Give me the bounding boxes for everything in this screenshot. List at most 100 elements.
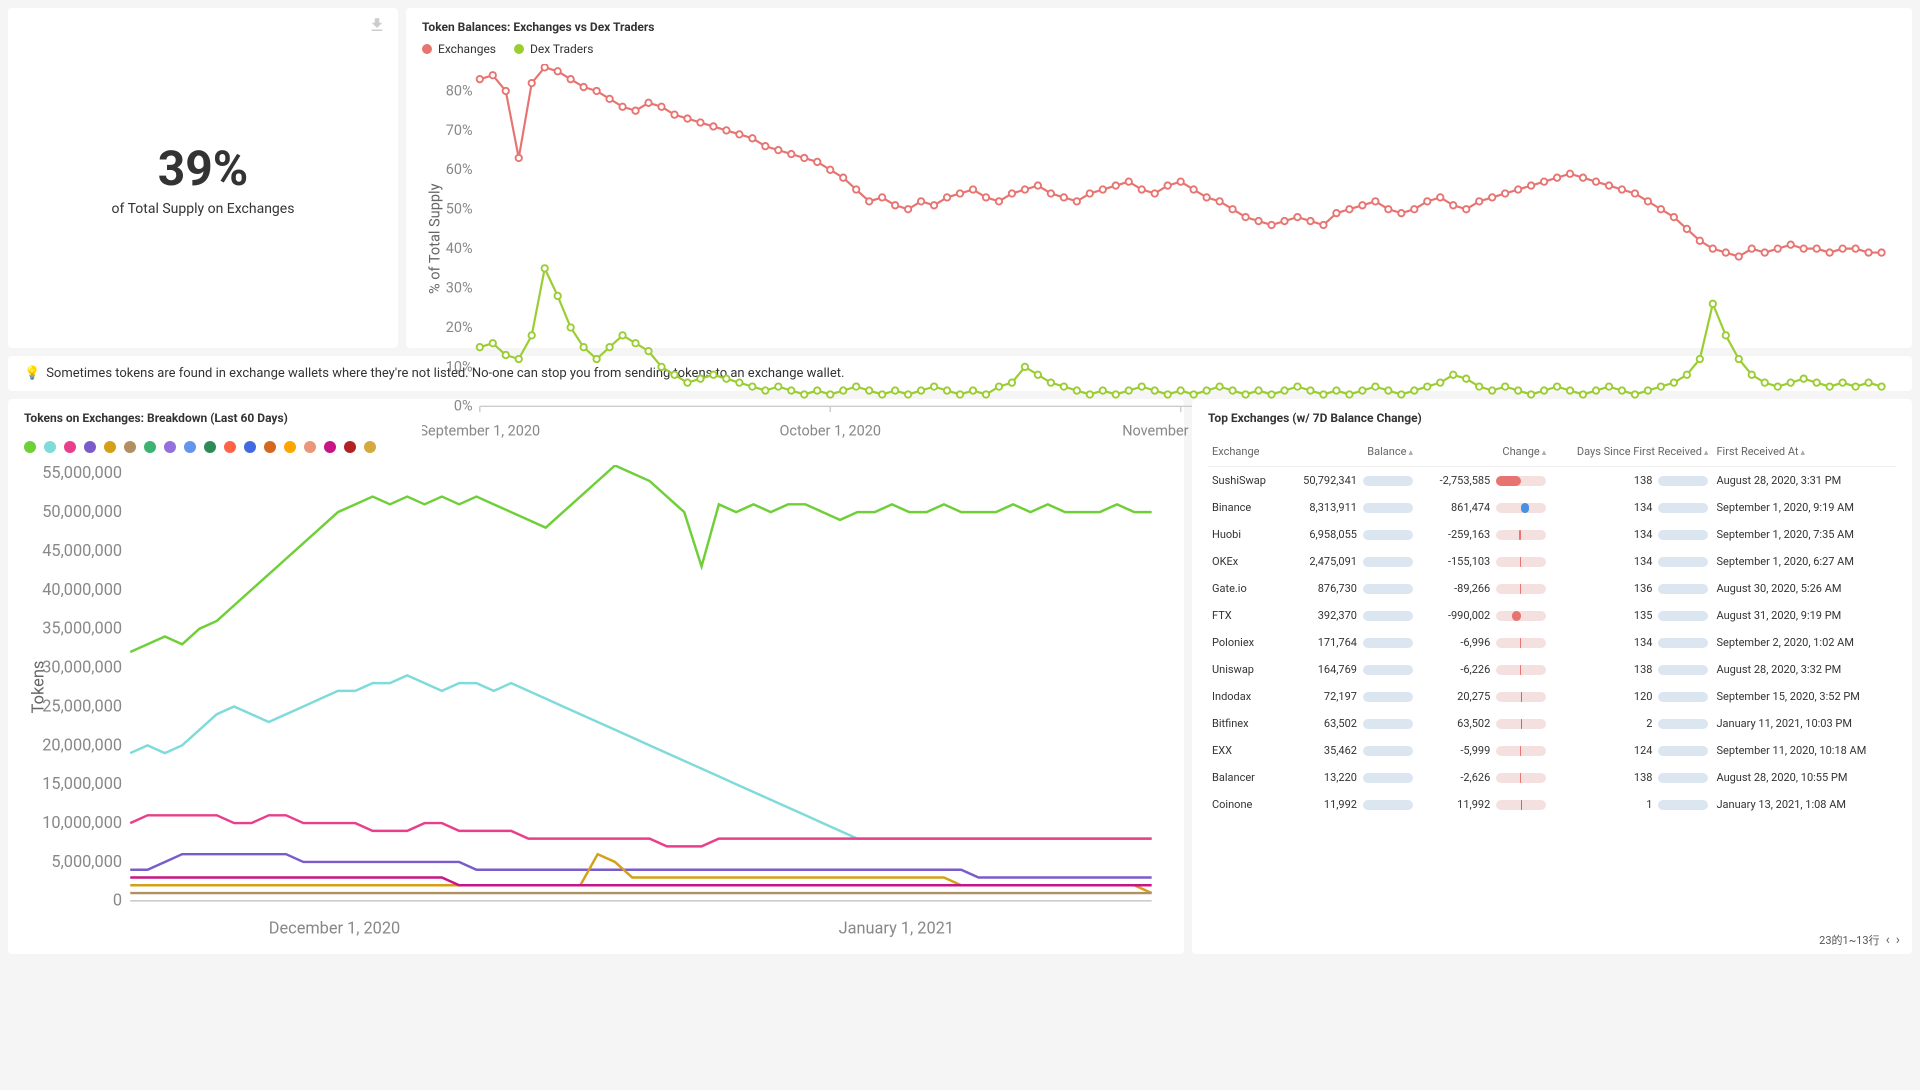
legend-color-dot[interactable] bbox=[344, 441, 356, 453]
cell-exchange: Binance bbox=[1208, 494, 1280, 521]
legend-item[interactable]: Exchanges bbox=[422, 42, 496, 56]
legend-color-dot[interactable] bbox=[244, 441, 256, 453]
cell-balance: 72,197 bbox=[1280, 683, 1417, 710]
top-exchanges-table-card: Top Exchanges (w/ 7D Balance Change) Exc… bbox=[1192, 399, 1912, 954]
cell-exchange: Balancer bbox=[1208, 764, 1280, 791]
svg-text:80%: 80% bbox=[446, 82, 473, 99]
cell-balance: 6,958,055 bbox=[1280, 521, 1417, 548]
legend-color-dot[interactable] bbox=[184, 441, 196, 453]
cell-days: 138 bbox=[1550, 656, 1712, 683]
legend-color-dot[interactable] bbox=[284, 441, 296, 453]
legend-color-dot[interactable] bbox=[44, 441, 56, 453]
table-row[interactable]: Poloniex 171,764 -6,996 134 September 2,… bbox=[1208, 629, 1896, 656]
cell-received: August 30, 2020, 5:26 AM bbox=[1712, 575, 1896, 602]
svg-text:% of Total Supply: % of Total Supply bbox=[426, 183, 443, 294]
table-row[interactable]: SushiSwap 50,792,341 -2,753,585 138 Augu… bbox=[1208, 467, 1896, 495]
svg-text:40,000,000: 40,000,000 bbox=[42, 581, 122, 600]
cell-balance: 35,462 bbox=[1280, 737, 1417, 764]
table-row[interactable]: OKEx 2,475,091 -155,103 134 September 1,… bbox=[1208, 548, 1896, 575]
table-col-header[interactable]: Balance▴ bbox=[1280, 437, 1417, 467]
legend-color-dot[interactable] bbox=[324, 441, 336, 453]
legend-color-dot[interactable] bbox=[164, 441, 176, 453]
cell-change: 20,275 bbox=[1417, 683, 1550, 710]
svg-text:0: 0 bbox=[113, 892, 122, 911]
stat-value: 39% bbox=[158, 140, 249, 197]
table-row[interactable]: Binance 8,313,911 861,474 134 September … bbox=[1208, 494, 1896, 521]
svg-text:45,000,000: 45,000,000 bbox=[42, 542, 122, 561]
cell-balance: 8,313,911 bbox=[1280, 494, 1417, 521]
cell-received: September 15, 2020, 3:52 PM bbox=[1712, 683, 1896, 710]
table-row[interactable]: Indodax 72,197 20,275 120 September 15, … bbox=[1208, 683, 1896, 710]
legend-color-dot[interactable] bbox=[64, 441, 76, 453]
cell-balance: 11,992 bbox=[1280, 791, 1417, 818]
cell-days: 2 bbox=[1550, 710, 1712, 737]
legend-item[interactable]: Dex Traders bbox=[514, 42, 593, 56]
svg-text:December 1, 2020: December 1, 2020 bbox=[269, 920, 400, 939]
svg-text:5,000,000: 5,000,000 bbox=[51, 853, 122, 872]
top-chart-legend: Exchanges Dex Traders bbox=[422, 42, 1896, 56]
svg-text:30%: 30% bbox=[446, 279, 473, 296]
cell-received: January 13, 2021, 1:08 AM bbox=[1712, 791, 1896, 818]
legend-color-dot[interactable] bbox=[224, 441, 236, 453]
table-row[interactable]: Huobi 6,958,055 -259,163 134 September 1… bbox=[1208, 521, 1896, 548]
legend-color-dot[interactable] bbox=[124, 441, 136, 453]
table-row[interactable]: Balancer 13,220 -2,626 138 August 28, 20… bbox=[1208, 764, 1896, 791]
cell-received: September 1, 2020, 7:35 AM bbox=[1712, 521, 1896, 548]
cell-change: -89,266 bbox=[1417, 575, 1550, 602]
legend-color-dot[interactable] bbox=[24, 441, 36, 453]
cell-days: 134 bbox=[1550, 521, 1712, 548]
table-row[interactable]: Uniswap 164,769 -6,226 138 August 28, 20… bbox=[1208, 656, 1896, 683]
cell-received: August 28, 2020, 3:32 PM bbox=[1712, 656, 1896, 683]
table-row[interactable]: FTX 392,370 -990,002 135 August 31, 2020… bbox=[1208, 602, 1896, 629]
cell-balance: 171,764 bbox=[1280, 629, 1417, 656]
stat-label: of Total Supply on Exchanges bbox=[112, 201, 295, 217]
cell-exchange: SushiSwap bbox=[1208, 467, 1280, 495]
table-col-header[interactable]: Exchange bbox=[1208, 437, 1280, 467]
cell-balance: 876,730 bbox=[1280, 575, 1417, 602]
svg-text:10%: 10% bbox=[446, 358, 473, 375]
table-header-row: ExchangeBalance▴Change▴Days Since First … bbox=[1208, 437, 1896, 467]
cell-exchange: OKEx bbox=[1208, 548, 1280, 575]
legend-label: Exchanges bbox=[438, 42, 496, 56]
supply-stat-card: 39% of Total Supply on Exchanges bbox=[8, 8, 398, 348]
table-row[interactable]: Bitfinex 63,502 63,502 2 January 11, 202… bbox=[1208, 710, 1896, 737]
breakdown-chart-body[interactable]: 05,000,00010,000,00015,000,00020,000,000… bbox=[24, 465, 1168, 942]
table-col-header[interactable]: First Received At▴ bbox=[1712, 437, 1896, 467]
cell-exchange: Indodax bbox=[1208, 683, 1280, 710]
legend-color-dot[interactable] bbox=[364, 441, 376, 453]
cell-days: 136 bbox=[1550, 575, 1712, 602]
legend-color-dot[interactable] bbox=[264, 441, 276, 453]
cell-change: -2,626 bbox=[1417, 764, 1550, 791]
cell-received: September 11, 2020, 10:18 AM bbox=[1712, 737, 1896, 764]
top-chart-body[interactable]: 0%10%20%30%40%50%60%70%80%% of Total Sup… bbox=[422, 64, 1896, 443]
svg-text:September 1, 2020: September 1, 2020 bbox=[422, 422, 540, 439]
cell-exchange: EXX bbox=[1208, 737, 1280, 764]
breakdown-chart-card: Tokens on Exchanges: Breakdown (Last 60 … bbox=[8, 399, 1184, 954]
cell-exchange: Gate.io bbox=[1208, 575, 1280, 602]
cell-received: September 1, 2020, 6:27 AM bbox=[1712, 548, 1896, 575]
table-col-header[interactable]: Days Since First Received▴ bbox=[1550, 437, 1712, 467]
cell-days: 120 bbox=[1550, 683, 1712, 710]
cell-change: -2,753,585 bbox=[1417, 467, 1550, 495]
table-row[interactable]: Coinone 11,992 11,992 1 January 13, 2021… bbox=[1208, 791, 1896, 818]
svg-text:10,000,000: 10,000,000 bbox=[42, 814, 122, 833]
table-row[interactable]: EXX 35,462 -5,999 124 September 11, 2020… bbox=[1208, 737, 1896, 764]
cell-days: 135 bbox=[1550, 602, 1712, 629]
cell-exchange: Bitfinex bbox=[1208, 710, 1280, 737]
table-col-header[interactable]: Change▴ bbox=[1417, 437, 1550, 467]
legend-color-dot[interactable] bbox=[84, 441, 96, 453]
legend-color-dot[interactable] bbox=[104, 441, 116, 453]
legend-color-dot[interactable] bbox=[304, 441, 316, 453]
svg-text:70%: 70% bbox=[446, 122, 473, 139]
cell-change: -6,996 bbox=[1417, 629, 1550, 656]
cell-exchange: Huobi bbox=[1208, 521, 1280, 548]
exchanges-table: ExchangeBalance▴Change▴Days Since First … bbox=[1208, 437, 1896, 818]
cell-balance: 392,370 bbox=[1280, 602, 1417, 629]
legend-color-dot[interactable] bbox=[204, 441, 216, 453]
download-icon[interactable] bbox=[368, 16, 386, 38]
pager-prev-icon[interactable]: ‹ bbox=[1886, 932, 1890, 948]
legend-color-dot[interactable] bbox=[144, 441, 156, 453]
pager-next-icon[interactable]: › bbox=[1896, 932, 1900, 948]
table-row[interactable]: Gate.io 876,730 -89,266 136 August 30, 2… bbox=[1208, 575, 1896, 602]
cell-change: 861,474 bbox=[1417, 494, 1550, 521]
